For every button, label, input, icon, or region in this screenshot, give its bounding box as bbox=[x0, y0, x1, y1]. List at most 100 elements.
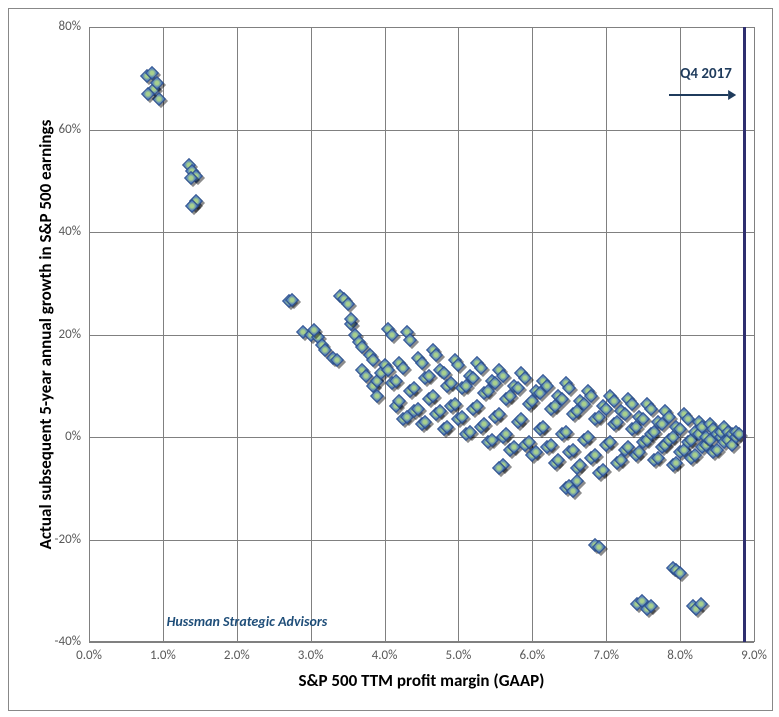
scatter-point bbox=[542, 381, 552, 391]
scatter-point bbox=[372, 376, 382, 386]
scatter-point bbox=[287, 295, 297, 305]
x-tick-label: 9.0% bbox=[736, 648, 772, 663]
x-tick-label: 7.0% bbox=[588, 648, 624, 663]
scatter-point bbox=[627, 424, 637, 434]
scatter-point bbox=[686, 453, 696, 463]
scatter-point bbox=[612, 458, 622, 468]
scatter-point bbox=[723, 427, 733, 437]
scatter-point bbox=[564, 447, 574, 457]
scatter-point bbox=[317, 340, 327, 350]
scatter-point bbox=[586, 453, 596, 463]
scatter-point bbox=[712, 445, 722, 455]
scatter-point bbox=[424, 371, 434, 381]
scatter-point bbox=[391, 376, 401, 386]
scatter-point bbox=[142, 71, 152, 81]
scatter-point bbox=[361, 371, 371, 381]
scatter-point bbox=[152, 78, 162, 88]
scatter-point bbox=[683, 414, 693, 424]
scatter-point bbox=[660, 440, 670, 450]
scatter-point bbox=[402, 412, 412, 422]
scatter-point bbox=[476, 422, 486, 432]
scatter-point bbox=[646, 601, 656, 611]
scatter-point bbox=[354, 337, 364, 347]
scatter-point bbox=[612, 417, 622, 427]
scatter-point bbox=[568, 409, 578, 419]
scatter-point bbox=[590, 540, 600, 550]
scatter-point bbox=[465, 427, 475, 437]
scatter-point bbox=[490, 412, 500, 422]
scatter-point bbox=[394, 396, 404, 406]
scatter-point bbox=[147, 68, 157, 78]
scatter-point bbox=[417, 419, 427, 429]
scatter-point bbox=[546, 404, 556, 414]
scatter-point bbox=[509, 381, 519, 391]
scatter-point bbox=[339, 294, 349, 304]
scatter-point bbox=[683, 437, 693, 447]
scatter-point bbox=[439, 424, 449, 434]
x-tick-label: 1.0% bbox=[145, 648, 181, 663]
scatter-point bbox=[634, 412, 644, 422]
scatter-point bbox=[494, 463, 504, 473]
scatter-point bbox=[696, 599, 706, 609]
scatter-point bbox=[575, 460, 585, 470]
scatter-point bbox=[398, 414, 408, 424]
scatter-point bbox=[719, 422, 729, 432]
scatter-point bbox=[191, 171, 201, 181]
scatter-point bbox=[691, 604, 701, 614]
scatter-point bbox=[579, 399, 589, 409]
scatter-point bbox=[476, 363, 486, 373]
scatter-point bbox=[487, 376, 497, 386]
scatter-point bbox=[668, 460, 678, 470]
scatter-point bbox=[405, 386, 415, 396]
x-tick-label: 0.0% bbox=[71, 648, 107, 663]
scatter-point bbox=[646, 404, 656, 414]
scatter-point bbox=[513, 383, 523, 393]
scatter-point bbox=[731, 427, 741, 437]
scatter-point bbox=[332, 355, 342, 365]
scatter-point bbox=[468, 373, 478, 383]
scatter-point bbox=[553, 391, 563, 401]
scatter-point bbox=[428, 345, 438, 355]
scatter-point bbox=[413, 353, 423, 363]
scatter-point bbox=[609, 419, 619, 429]
x-tick-label: 6.0% bbox=[514, 648, 550, 663]
scatter-point bbox=[442, 422, 452, 432]
scatter-point bbox=[623, 442, 633, 452]
q4-2017-arrow-icon bbox=[669, 88, 736, 107]
scatter-point bbox=[660, 406, 670, 416]
scatter-point bbox=[572, 476, 582, 486]
scatter-point bbox=[697, 442, 707, 452]
scatter-point bbox=[417, 358, 427, 368]
scatter-point bbox=[187, 201, 197, 211]
scatter-point bbox=[568, 486, 578, 496]
scatter-point bbox=[431, 350, 441, 360]
attribution-text: Hussman Strategic Advisors bbox=[167, 613, 328, 630]
chart-frame: Q4 2017 Hussman Strategic Advisors 0.0%1… bbox=[8, 8, 773, 711]
scatter-point bbox=[631, 422, 641, 432]
scatter-point bbox=[398, 363, 408, 373]
scatter-point bbox=[568, 445, 578, 455]
scatter-point bbox=[465, 371, 475, 381]
scatter-point bbox=[701, 440, 711, 450]
scatter-point bbox=[572, 406, 582, 416]
scatter-point bbox=[505, 445, 515, 455]
scatter-point bbox=[623, 394, 633, 404]
scatter-point bbox=[420, 373, 430, 383]
scatter-point bbox=[498, 460, 508, 470]
scatter-point bbox=[694, 417, 704, 427]
scatter-point bbox=[368, 355, 378, 365]
scatter-point bbox=[586, 391, 596, 401]
scatter-point bbox=[428, 391, 438, 401]
x-axis-label: S&P 500 TTM profit margin (GAAP) bbox=[299, 670, 545, 691]
scatter-point bbox=[372, 391, 382, 401]
scatter-point bbox=[553, 455, 563, 465]
scatter-point bbox=[564, 383, 574, 393]
scatter-point bbox=[642, 399, 652, 409]
scatter-point bbox=[590, 414, 600, 424]
scatter-point bbox=[561, 378, 571, 388]
scatter-point bbox=[649, 427, 659, 437]
scatter-point bbox=[520, 440, 530, 450]
x-tick-label: 2.0% bbox=[219, 648, 255, 663]
scatter-point bbox=[513, 417, 523, 427]
scatter-point bbox=[284, 296, 294, 306]
